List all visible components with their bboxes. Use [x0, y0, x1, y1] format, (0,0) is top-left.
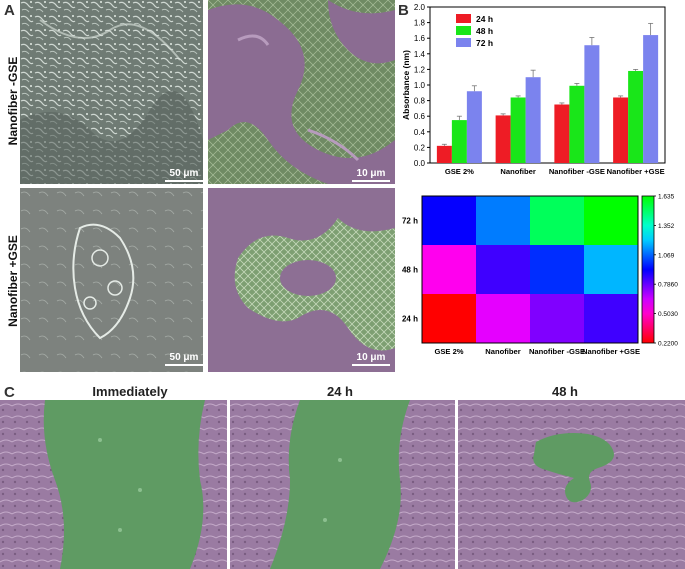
colorbar-tick-label: 1.635 [658, 194, 675, 201]
heatmap-cell-0-3 [584, 196, 638, 245]
bar-24h-1 [495, 115, 511, 163]
y-tick-label: 1.2 [414, 65, 426, 74]
wound-image-24h [230, 400, 455, 569]
y-tick-label: 0.2 [414, 143, 426, 152]
colorbar-tick-label: 0.2200 [658, 341, 678, 348]
heatmap-frame [421, 195, 639, 344]
y-tick-label: 0.0 [414, 159, 426, 168]
scale-bar-a4: 10 μm [352, 352, 390, 366]
sem-image-plus-gse-10um [208, 188, 395, 372]
panel-letter-c: C [4, 384, 15, 401]
bar-48h-1 [510, 97, 526, 163]
sem-image-minus-gse-10um [208, 0, 395, 184]
y-tick-label: 2.0 [414, 3, 426, 12]
scale-bar-a4-label: 10 μm [356, 352, 386, 363]
y-tick-label: 1.4 [414, 50, 426, 59]
y-tick-label: 0.4 [414, 128, 426, 137]
bar-24h-0 [436, 145, 452, 163]
panel-letter-a: A [4, 2, 15, 19]
scale-bar-a1-label: 50 μm [169, 168, 199, 179]
bar-72h-0 [466, 91, 482, 163]
heatmap-cell-2-2 [530, 294, 584, 343]
absorbance-heatmap: 72 h 48 h 24 h GSE 2% Nanofiber Nanofiber -GS… [402, 194, 678, 357]
heatmap-cell-1-1 [476, 245, 530, 294]
heatmap-x-label: Nanofiber +GSE [582, 347, 640, 356]
heatmap-cell-0-1 [476, 196, 530, 245]
legend-label-24h: 24 h [476, 14, 493, 24]
heatmap-x-label: Nanofiber -GSE [529, 347, 585, 356]
heatmap-cell-0-0 [422, 196, 476, 245]
legend-swatch-48h [456, 26, 471, 35]
heatmap-cell-2-0 [422, 294, 476, 343]
row-label-plus-gse: Nanofiber +GSE [6, 235, 20, 327]
legend-swatch-72h [456, 38, 471, 47]
wound-title-48h: 48 h [551, 384, 578, 399]
heatmap-y-label: 72 h [402, 217, 418, 226]
y-tick-label: 0.6 [414, 112, 426, 121]
bar-48h-2 [569, 85, 585, 163]
panel-letter-b: B [398, 2, 409, 19]
y-tick-label: 1.6 [414, 34, 426, 43]
heatmap-cell-2-1 [476, 294, 530, 343]
scale-bar-a4-line [352, 364, 390, 366]
sem-image-minus-gse-50um [20, 0, 203, 184]
scale-bar-a2-label: 10 μm [356, 168, 386, 179]
x-tick-label: Nanofiber -GSE [549, 167, 605, 176]
wound-title-immediately: Immediately [92, 384, 168, 399]
bar-24h-3 [613, 97, 629, 163]
row-label-minus-gse: Nanofiber -GSE [6, 56, 20, 146]
colorbar-tick-label: 0.7860 [658, 282, 678, 289]
heatmap-x-label: GSE 2% [434, 347, 463, 356]
scale-bar-a3-line [165, 364, 203, 366]
heatmap-cell-0-2 [530, 196, 584, 245]
scale-bar-a3: 50 μm [165, 352, 203, 366]
bar-72h-1 [525, 77, 541, 163]
scale-bar-a3-label: 50 μm [169, 352, 199, 363]
absorbance-bar-chart: 0.0 0.2 0.4 0.6 0.8 1.0 1.2 1.4 1.6 1.8 2.0 Absorba… [401, 3, 666, 176]
heatmap-cell-1-3 [584, 245, 638, 294]
colorbar [641, 195, 655, 344]
legend-label-72h: 72 h [476, 38, 493, 48]
heatmap-cell-1-2 [530, 245, 584, 294]
bar-72h-2 [584, 45, 600, 163]
legend-swatch-24h [456, 14, 471, 23]
y-tick-label: 1.0 [414, 81, 426, 90]
heatmap-x-label: Nanofiber [485, 347, 520, 356]
colorbar-tick-label: 0.5030 [658, 311, 678, 318]
x-tick-label: Nanofiber [500, 167, 535, 176]
bar-48h-0 [451, 120, 467, 163]
scale-bar-a2-line [352, 180, 390, 182]
scale-bar-a2: 10 μm [352, 168, 390, 182]
x-tick-label: Nanofiber +GSE [607, 167, 665, 176]
colorbar-tick-label: 1.352 [658, 223, 675, 230]
bar-72h-3 [643, 35, 659, 163]
heatmap-cell-1-0 [422, 245, 476, 294]
wound-title-24h: 24 h [326, 384, 353, 399]
scale-bar-a1-line [165, 180, 203, 182]
heatmap-y-label: 48 h [402, 266, 418, 275]
y-axis-label: Absorbance (nm) [401, 50, 411, 120]
heatmap-y-label: 24 h [402, 315, 418, 324]
bar-48h-3 [628, 70, 644, 163]
wound-image-48h [458, 400, 685, 569]
scale-bar-a1: 50 μm [165, 168, 203, 182]
y-tick-label: 0.8 [414, 97, 426, 106]
wound-image-immediately [0, 400, 227, 569]
x-tick-label: GSE 2% [445, 167, 474, 176]
heatmap-cell-2-3 [584, 294, 638, 343]
legend-label-48h: 48 h [476, 26, 493, 36]
sem-image-plus-gse-50um [20, 188, 203, 372]
colorbar-tick-label: 1.069 [658, 252, 675, 259]
y-tick-label: 1.8 [414, 19, 426, 28]
bar-24h-2 [554, 104, 570, 163]
